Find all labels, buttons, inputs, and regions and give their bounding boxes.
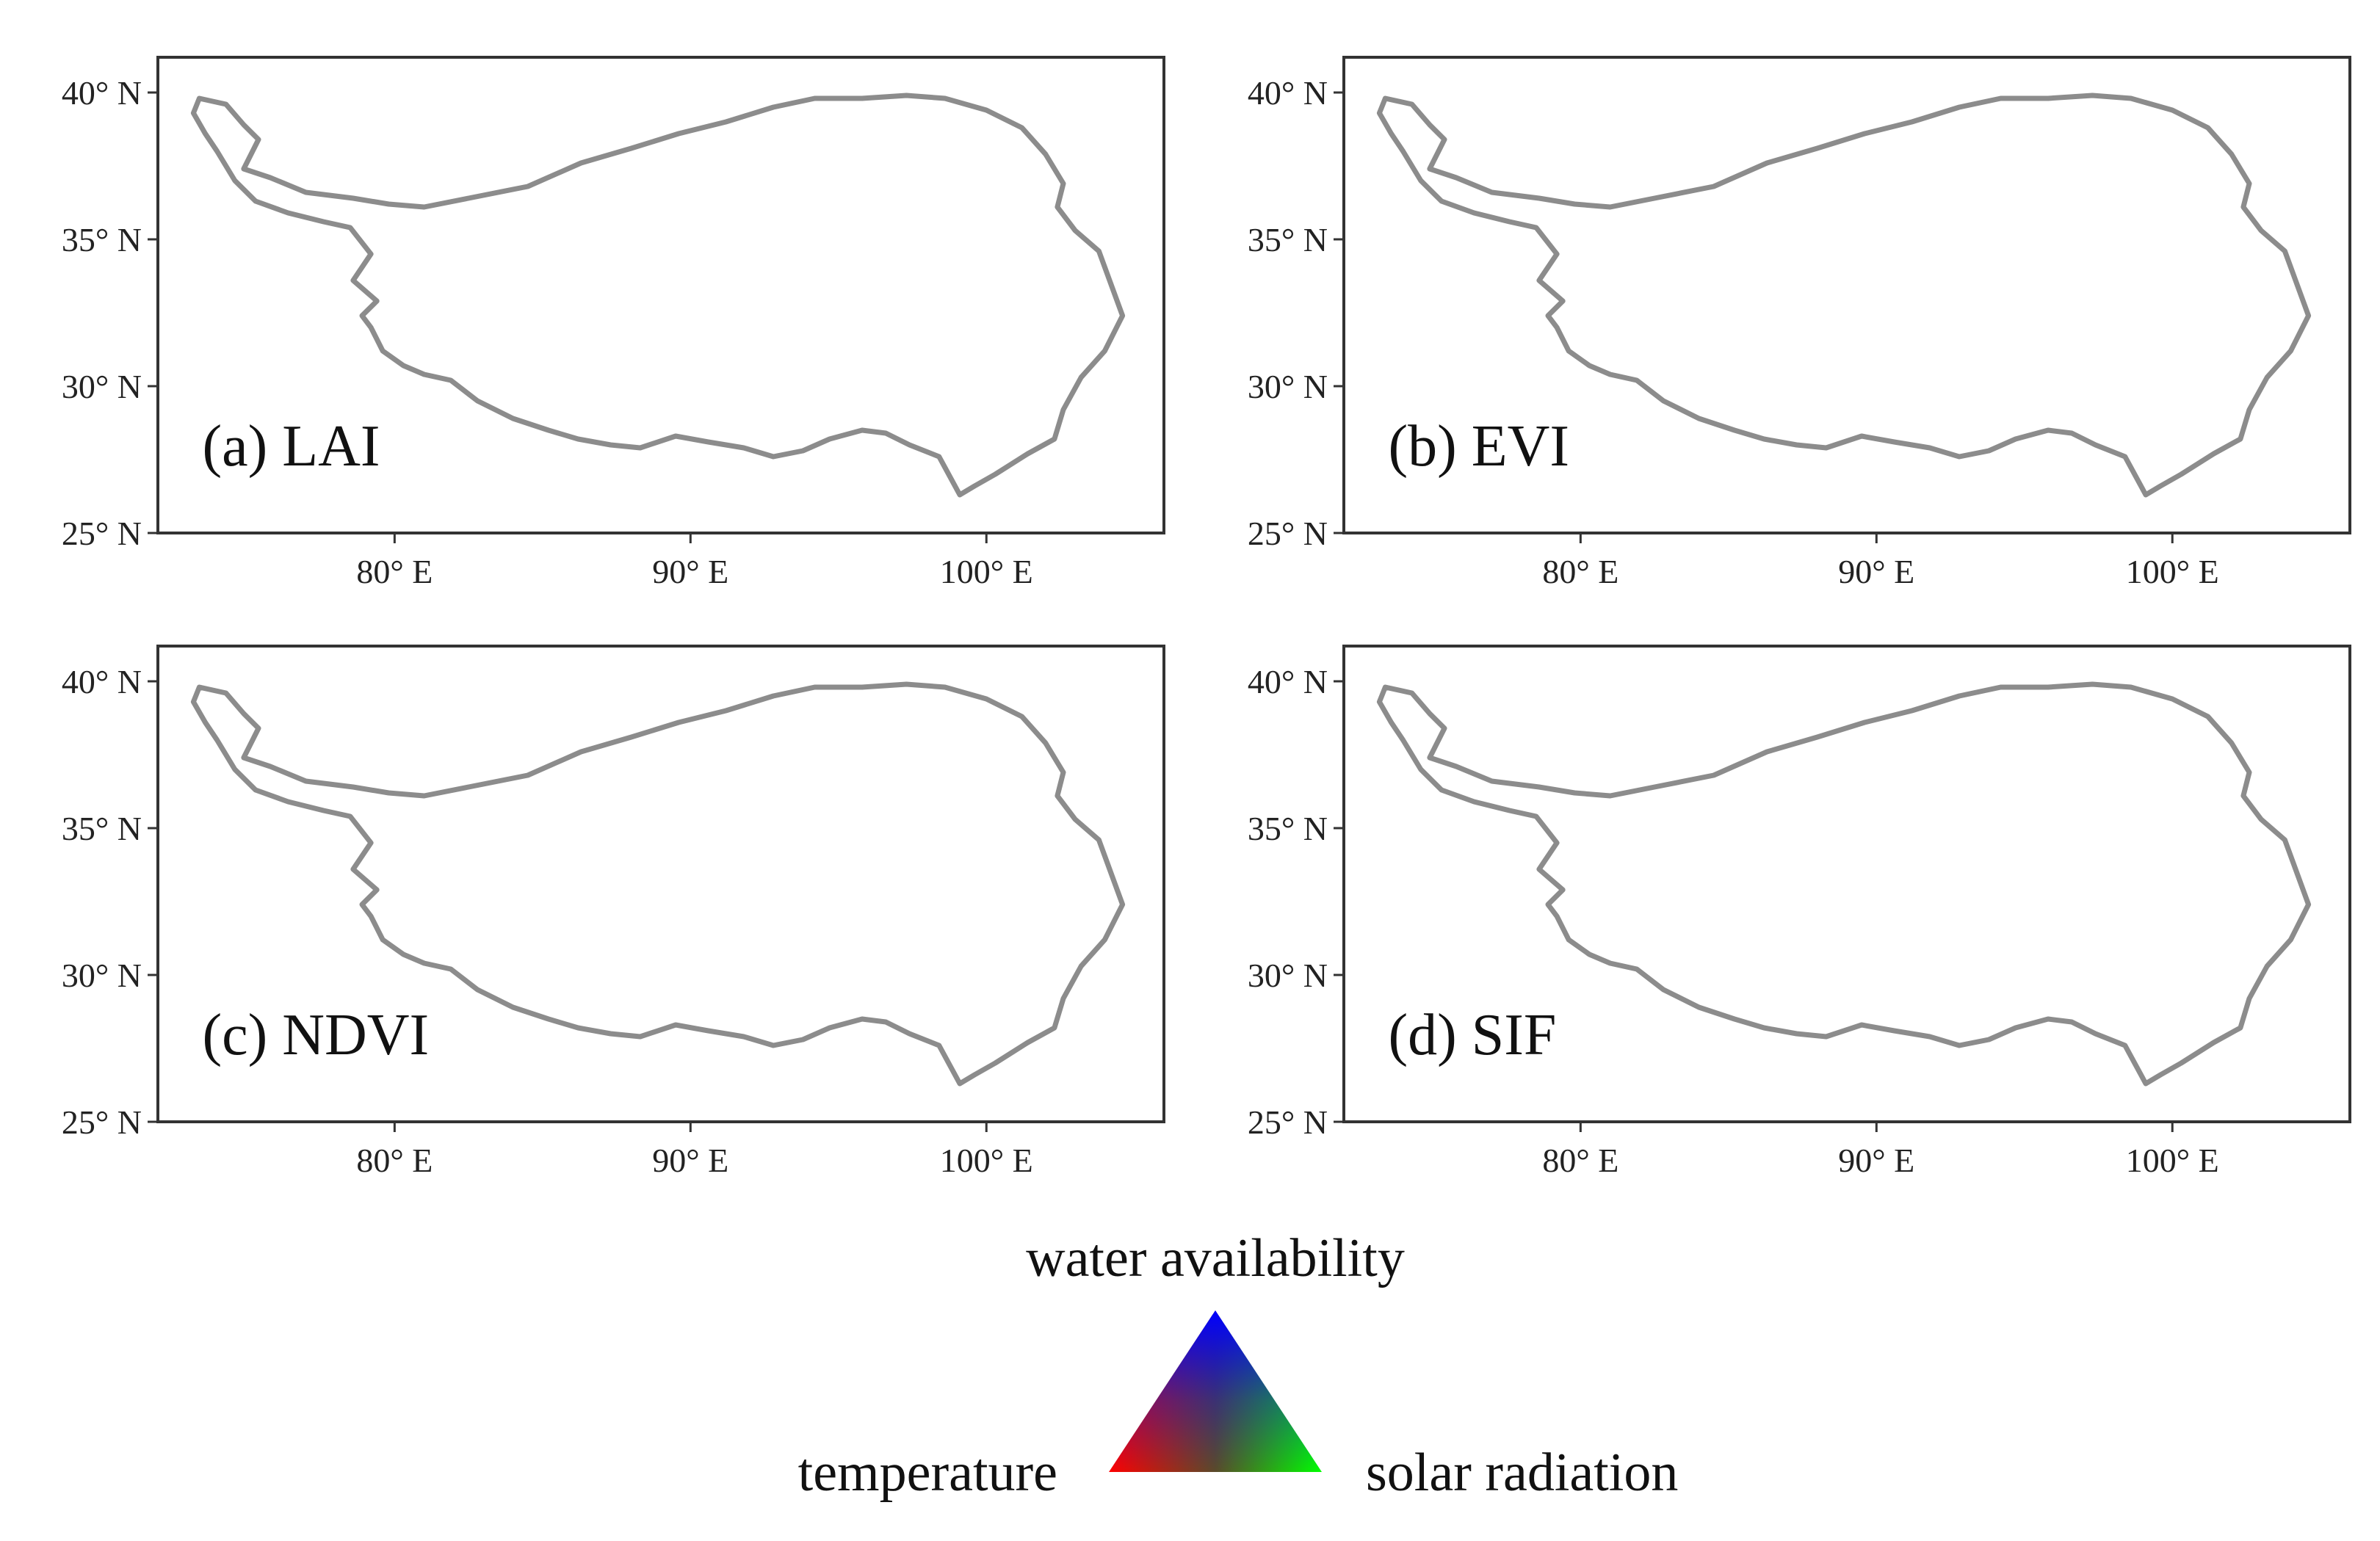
- lat-tick-label: 40° N: [62, 74, 142, 112]
- driver-region-solar-radiation: [450, 333, 605, 404]
- lon-tick-label: 100° E: [2126, 553, 2219, 590]
- driver-region-solar-radiation: [2178, 840, 2285, 993]
- lat-tick-label: 35° N: [1248, 221, 1328, 258]
- lat-tick-label: 35° N: [62, 810, 142, 847]
- lon-tick-label: 90° E: [1838, 553, 1914, 590]
- map-panel-c: 40° N 35° N 30° N 25° N 80° E 90° E 100° E (c) …: [62, 645, 1165, 1179]
- lat-tick-label: 35° N: [62, 221, 142, 258]
- vegetation-driver-field: [441, 110, 1108, 474]
- legend-triangle-blue-overlay: [1109, 1310, 1322, 1472]
- driver-region-temperature: [785, 764, 1069, 975]
- lat-tick-label: 25° N: [62, 515, 142, 552]
- ternary-legend: water availability temperature solar rad…: [798, 1228, 1679, 1503]
- lat-tick-label: 30° N: [1248, 368, 1328, 405]
- lon-tick-label: 80° E: [356, 1142, 433, 1179]
- legend-label-temperature: temperature: [798, 1443, 1057, 1503]
- driver-region-water-availability: [584, 345, 679, 404]
- driver-region-temperature: [856, 110, 987, 192]
- driver-region-solar-radiation: [755, 354, 892, 448]
- lat-tick-label: 25° N: [1248, 1103, 1328, 1141]
- lat-tick-label: 40° N: [1248, 74, 1328, 112]
- panel-label-c: (c) NDVI: [202, 1003, 429, 1067]
- legend-label-solar: solar radiation: [1366, 1443, 1678, 1503]
- panel-label-b: (b) EVI: [1388, 414, 1569, 479]
- lon-tick-label: 80° E: [356, 553, 433, 590]
- plateau-outline: [190, 93, 1126, 498]
- lon-tick-label: 100° E: [2126, 1142, 2219, 1179]
- driver-region-water-availability: [2155, 151, 2249, 222]
- panel-label-d: (d) SIF: [1388, 1003, 1556, 1067]
- lon-tick-label: 80° E: [1542, 553, 1618, 590]
- lat-tick-label: 30° N: [62, 368, 142, 405]
- driver-region-water-availability: [1770, 922, 1924, 1004]
- lat-tick-label: 30° N: [1248, 957, 1328, 994]
- map-panel-b: 40° N 35° N 30° N 25° N 80° E 90° E 100° E (b) …: [1248, 56, 2351, 590]
- driver-region-temperature: [676, 219, 824, 348]
- driver-region-solar-radiation: [2178, 245, 2285, 398]
- lat-tick-label: 40° N: [1248, 663, 1328, 700]
- vegetation-driver-field: [1657, 705, 2285, 1081]
- lat-tick-label: 25° N: [62, 1103, 142, 1141]
- map-panel-d: 40° N 35° N 30° N 25° N 80° E 90° E 100° E (d) …: [1248, 645, 2351, 1179]
- lat-tick-label: 35° N: [1248, 810, 1328, 847]
- driver-region-solar-radiation: [1657, 928, 1800, 987]
- driver-region-temperature: [2039, 116, 2158, 186]
- vegetation-driver-field: [430, 699, 1090, 1069]
- legend-label-water: water availability: [1026, 1228, 1405, 1288]
- plateau-outline: [190, 681, 1126, 1087]
- driver-region-water-availability: [690, 963, 809, 1022]
- lat-tick-label: 30° N: [62, 957, 142, 994]
- map-panel-a: 40° N 35° N 30° N 25° N 80° E 90° E 100° E (a) …: [62, 56, 1165, 590]
- driver-region-temperature: [874, 699, 981, 769]
- driver-region-water-availability: [2098, 369, 2217, 486]
- panel-label-a: (a) LAI: [202, 414, 380, 479]
- lon-tick-label: 100° E: [940, 553, 1033, 590]
- plateau-outline: [1376, 681, 2312, 1087]
- driver-region-temperature: [2018, 705, 2149, 787]
- lon-tick-label: 90° E: [652, 553, 728, 590]
- driver-region-solar-radiation: [1639, 333, 1759, 392]
- vegetation-driver-field: [1639, 116, 2285, 486]
- lon-tick-label: 100° E: [940, 1142, 1033, 1179]
- driver-region-water-availability: [894, 928, 1049, 1069]
- lon-tick-label: 90° E: [1838, 1142, 1914, 1179]
- plateau-outline: [1376, 93, 2312, 498]
- driver-region-water-availability: [2155, 740, 2249, 811]
- lat-tick-label: 40° N: [62, 663, 142, 700]
- lat-tick-label: 25° N: [1248, 515, 1328, 552]
- lon-tick-label: 90° E: [652, 1142, 728, 1179]
- driver-region-water-availability: [1734, 304, 1900, 398]
- lon-tick-label: 80° E: [1542, 1142, 1618, 1179]
- driver-region-solar-radiation: [737, 805, 880, 922]
- driver-region-solar-radiation: [430, 928, 596, 998]
